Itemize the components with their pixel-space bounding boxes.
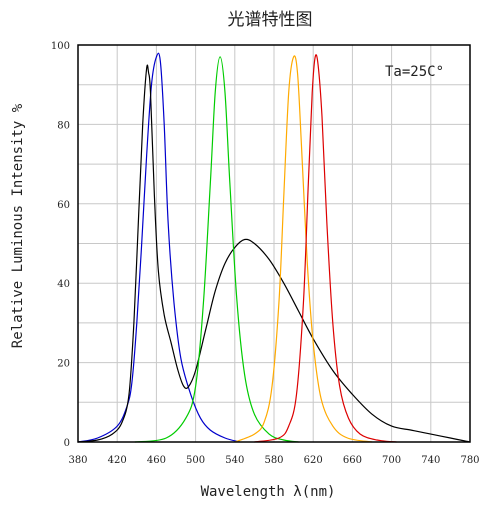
- spectrum-curve-5: [254, 54, 397, 443]
- x-tick-label: 380: [68, 455, 87, 466]
- spectrum-curve-2: [77, 64, 471, 443]
- spectrum-curve-4: [234, 55, 373, 443]
- y-tick-label: 0: [64, 438, 70, 449]
- x-tick-labels: 380 420 460 500 540 580 620 660 700 740 780: [68, 455, 479, 466]
- spectrum-curve-1: [77, 52, 240, 443]
- x-tick-label: 500: [186, 455, 205, 466]
- y-tick-label: 100: [51, 41, 70, 52]
- x-tick-label: 780: [460, 455, 479, 466]
- spectrum-curve-3: [134, 56, 299, 443]
- y-tick-labels: 0 20 40 60 80 100: [51, 41, 70, 449]
- x-tick-label: 580: [264, 455, 283, 466]
- x-tick-label: 420: [108, 455, 127, 466]
- y-tick-label: 40: [57, 279, 70, 290]
- x-tick-label: 620: [304, 455, 323, 466]
- grid-lines: [78, 45, 470, 442]
- y-axis-title: Relative Luminous Intensity %: [10, 103, 26, 348]
- x-tick-label: 740: [421, 455, 440, 466]
- chart-title: 光谱特性图: [228, 10, 313, 30]
- temperature-annotation: Ta=25C°: [385, 64, 444, 80]
- x-tick-label: 540: [225, 455, 244, 466]
- y-tick-label: 20: [57, 359, 70, 370]
- y-tick-label: 60: [57, 200, 70, 211]
- plot-frame: [77, 44, 471, 443]
- x-tick-label: 460: [147, 455, 166, 466]
- x-tick-label: 660: [343, 455, 362, 466]
- x-tick-label: 700: [382, 455, 401, 466]
- y-tick-label: 80: [57, 120, 70, 131]
- x-axis-title: Wavelength λ(nm): [201, 484, 336, 500]
- spectrum-curves: [77, 52, 471, 443]
